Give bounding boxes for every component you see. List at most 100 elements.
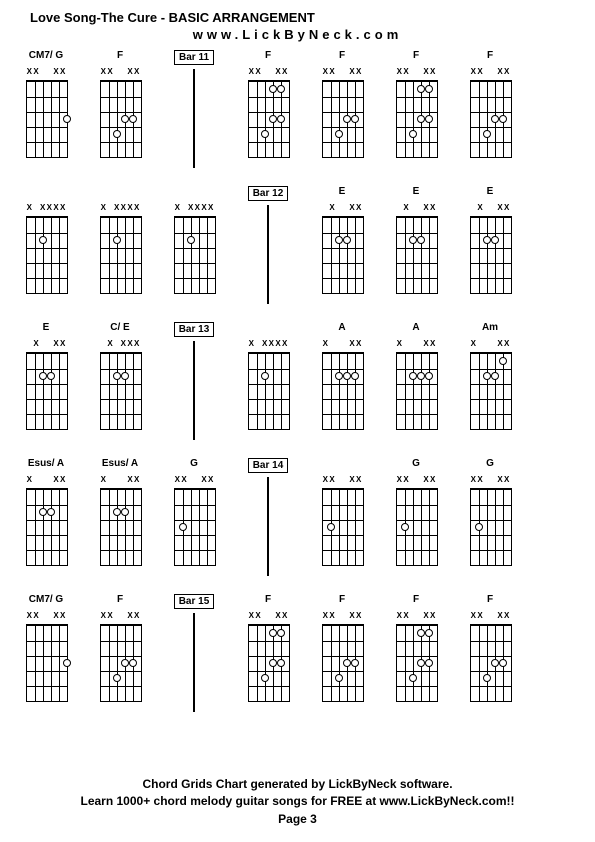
fret-line — [323, 656, 363, 657]
muted-string-icon: X — [53, 68, 60, 76]
fret-line — [471, 520, 511, 521]
muted-string-icon: X — [207, 476, 214, 484]
fret-line — [471, 505, 511, 506]
finger-dot — [113, 130, 121, 138]
muted-string-icon: X — [26, 204, 33, 212]
string-marks: XXXX — [248, 66, 288, 78]
muted-string-icon: X — [470, 68, 477, 76]
string-line — [117, 82, 118, 157]
fret-line — [27, 414, 67, 415]
muted-string-icon: X — [59, 612, 66, 620]
finger-dot — [491, 236, 499, 244]
blank-mark — [120, 68, 127, 76]
muted-string-icon: X — [261, 340, 268, 348]
footer-line-1: Chord Grids Chart generated by LickByNec… — [0, 776, 595, 793]
finger-dot — [269, 629, 277, 637]
string-line — [35, 626, 36, 701]
string-line — [503, 354, 504, 429]
blank-mark — [39, 476, 46, 484]
fret-line — [175, 233, 215, 234]
string-marks: XXX — [396, 202, 436, 214]
blank-mark — [396, 204, 403, 212]
muted-string-icon: X — [423, 340, 430, 348]
finger-dot — [483, 130, 491, 138]
finger-dot — [113, 508, 121, 516]
blank-mark — [329, 340, 336, 348]
muted-string-icon: X — [349, 68, 356, 76]
chord-cell: XXXX — [308, 458, 376, 576]
finger-dot — [343, 372, 351, 380]
string-marks: XXXX — [248, 610, 288, 622]
string-marks: XXXX — [470, 474, 510, 486]
string-line — [59, 354, 60, 429]
chord-label: A — [338, 322, 345, 336]
muted-string-icon: X — [194, 204, 201, 212]
bar-label: Bar 14 — [248, 458, 289, 473]
fret-line — [471, 127, 511, 128]
fret-line — [397, 369, 437, 370]
fret-line — [323, 414, 363, 415]
chord-label: F — [265, 594, 271, 608]
fret-line — [101, 97, 141, 98]
string-line — [487, 218, 488, 293]
finger-dot — [179, 523, 187, 531]
muted-string-icon: X — [133, 68, 140, 76]
chord-rows: CM7/ GXXXXFXXXXBar 11FXXXXFXXXXFXXXXFXXX… — [0, 42, 595, 712]
chord-label: F — [117, 50, 123, 64]
muted-string-icon: X — [355, 340, 362, 348]
chord-diagram: XXXX — [95, 66, 145, 158]
muted-string-icon: X — [429, 612, 436, 620]
muted-string-icon: X — [248, 340, 255, 348]
blank-mark — [268, 612, 275, 620]
string-line — [117, 490, 118, 565]
fret-line — [323, 263, 363, 264]
muted-string-icon: X — [53, 340, 60, 348]
string-line — [51, 354, 52, 429]
string-line — [109, 626, 110, 701]
string-line — [125, 218, 126, 293]
muted-string-icon: X — [503, 476, 510, 484]
chord-cell: XXXXX — [160, 186, 228, 304]
muted-string-icon: X — [396, 612, 403, 620]
page-footer: Chord Grids Chart generated by LickByNec… — [0, 776, 595, 828]
chord-label: E — [413, 186, 420, 200]
string-line — [109, 82, 110, 157]
finger-dot — [425, 372, 433, 380]
bar-label: Bar 11 — [174, 50, 214, 65]
fret-line — [249, 686, 289, 687]
muted-string-icon: X — [127, 68, 134, 76]
finger-dot — [409, 236, 417, 244]
blank-mark — [483, 476, 490, 484]
fret-line — [249, 142, 289, 143]
muted-string-icon: X — [349, 476, 356, 484]
fret-line — [397, 550, 437, 551]
finger-dot — [343, 659, 351, 667]
blank-mark — [322, 204, 329, 212]
muted-string-icon: X — [100, 68, 107, 76]
fretboard — [26, 80, 68, 158]
fret-line — [101, 248, 141, 249]
blank-mark — [409, 612, 416, 620]
finger-dot — [269, 659, 277, 667]
bar-divider: Bar 14 — [234, 458, 302, 576]
chord-cell: GXXXX — [382, 458, 450, 576]
blank-mark — [335, 68, 342, 76]
string-line — [339, 218, 340, 293]
blank-mark — [416, 68, 423, 76]
fret-line — [397, 686, 437, 687]
chord-cell: Esus/ AXXX — [12, 458, 80, 576]
bar-divider: Bar 12 — [234, 186, 302, 304]
finger-dot — [483, 372, 491, 380]
blank-mark — [490, 204, 497, 212]
string-line — [487, 626, 488, 701]
fret-line — [249, 112, 289, 113]
bar-divider: Bar 15 — [160, 594, 228, 712]
muted-string-icon: X — [329, 68, 336, 76]
fret-line — [471, 233, 511, 234]
chord-diagram: XXXX — [95, 338, 145, 430]
fret-line — [323, 384, 363, 385]
muted-string-icon: X — [497, 612, 504, 620]
chord-label: Esus/ A — [28, 458, 64, 472]
string-line — [413, 354, 414, 429]
chord-cell: EXXX — [12, 322, 80, 440]
